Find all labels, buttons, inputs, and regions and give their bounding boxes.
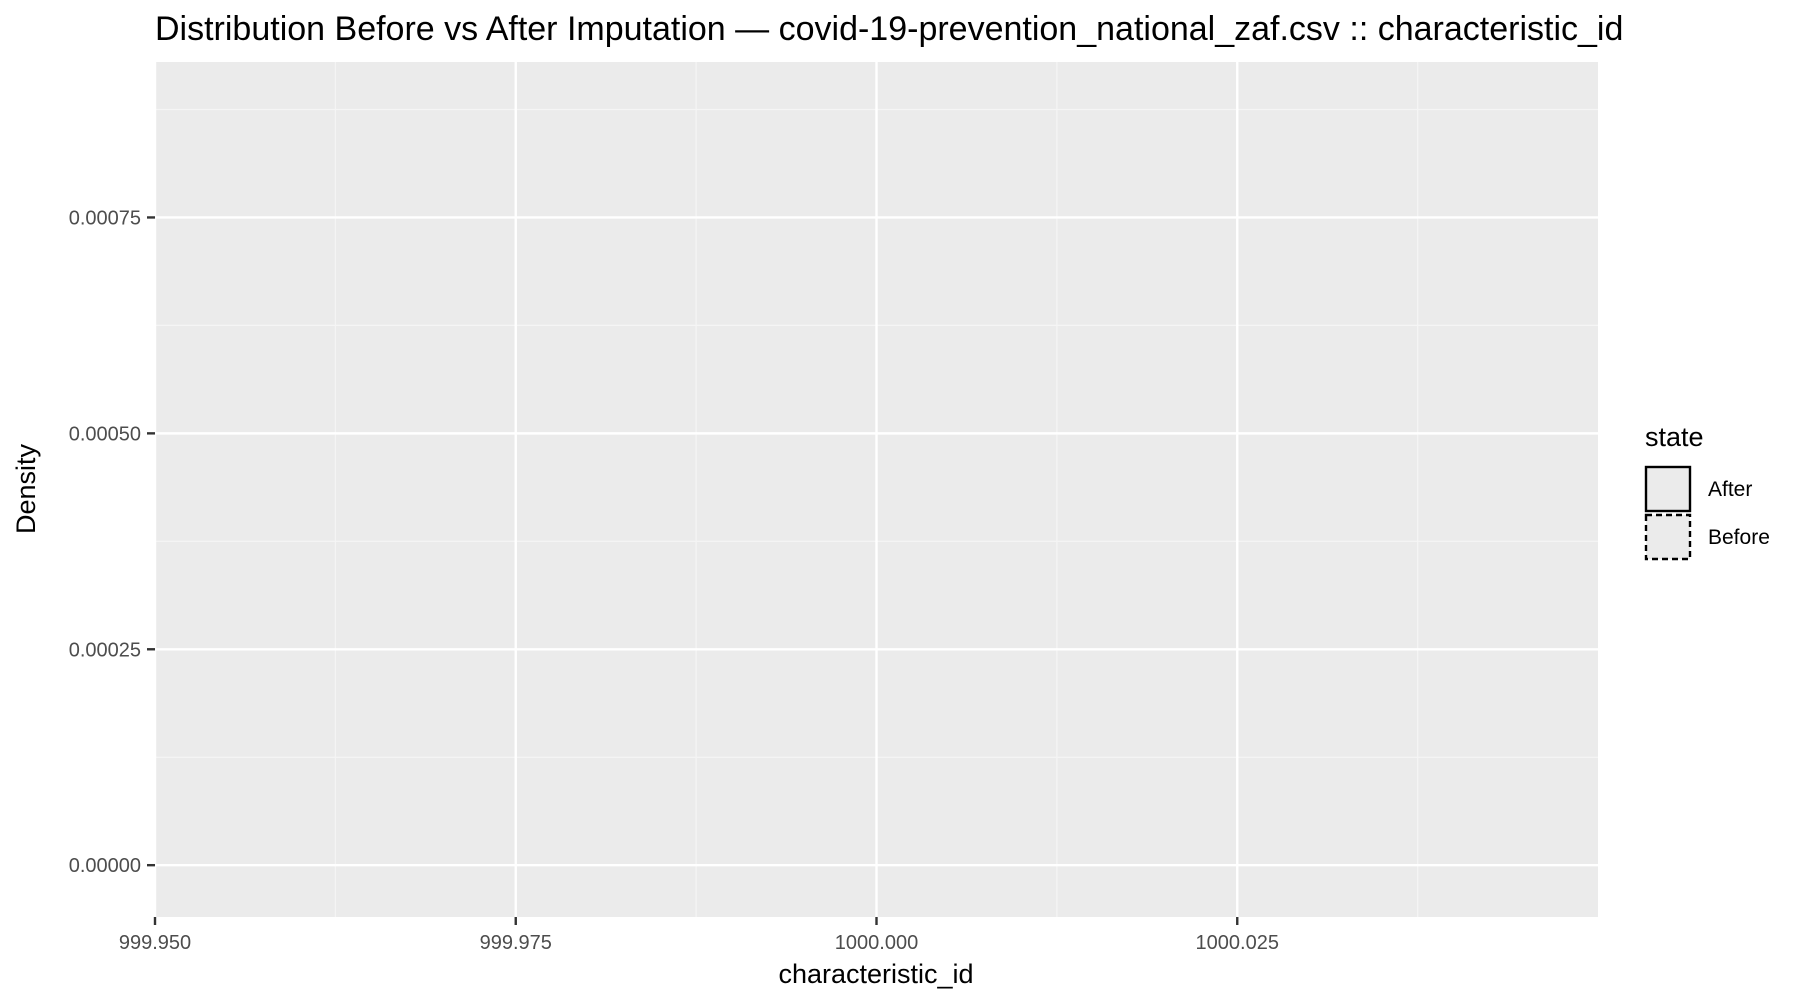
chart-title: Distribution Before vs After Imputation … xyxy=(155,10,1623,48)
x-axis: 999.950 999.975 1000.000 1000.025 xyxy=(119,917,1279,954)
x-tick-label: 999.950 xyxy=(119,932,191,954)
major-gridlines xyxy=(153,62,1598,917)
legend-entries: After Before xyxy=(1644,465,1770,561)
legend: state After Before xyxy=(1644,422,1770,561)
legend-key-before xyxy=(1644,513,1692,561)
x-axis-title: characteristic_id xyxy=(778,959,973,989)
y-tick-label: 0.00000 xyxy=(69,855,141,877)
x-tick-label: 999.975 xyxy=(480,932,552,954)
legend-key-after xyxy=(1644,465,1692,513)
legend-label-before: Before xyxy=(1708,526,1770,549)
y-tick-label: 0.00050 xyxy=(69,423,141,445)
y-tick-label: 0.00075 xyxy=(69,207,141,229)
legend-label-after: After xyxy=(1708,478,1752,501)
y-axis: 0.00000 0.00025 0.00050 0.00075 xyxy=(69,207,155,877)
legend-title: state xyxy=(1645,422,1704,452)
x-tick-label: 1000.025 xyxy=(1196,932,1279,954)
x-tick-label: 1000.000 xyxy=(835,932,918,954)
y-axis-title: Density xyxy=(11,443,41,534)
y-tick-label: 0.00025 xyxy=(69,639,141,661)
